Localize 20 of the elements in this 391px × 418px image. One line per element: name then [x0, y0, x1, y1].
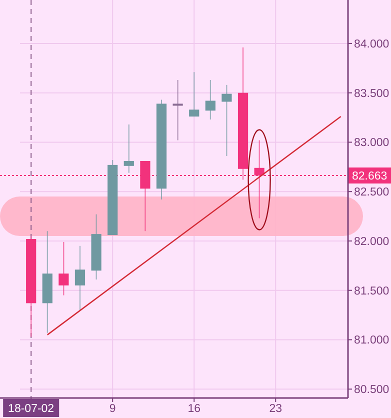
candlestick [172, 79, 183, 141]
ref-line-label: 82.663 [352, 170, 388, 182]
y-tick-label: 83.500 [354, 88, 390, 100]
y-tick-label: 82.000 [354, 236, 390, 248]
candlestick [74, 245, 86, 311]
candlestick [222, 84, 232, 157]
candlestick [58, 241, 69, 296]
x-tick-label: 18-07-02 [8, 403, 54, 415]
y-tick-label: 84.000 [354, 38, 390, 50]
candlestick [124, 124, 134, 174]
y-tick-label: 80.500 [354, 384, 390, 396]
y-tick-label: 81.500 [354, 285, 390, 298]
y-tick-label: 82.500 [354, 186, 390, 199]
x-tick-label: 23 [269, 403, 282, 415]
y-tick-label: 83.000 [354, 137, 390, 150]
candlestick [205, 79, 216, 120]
x-tick-label: 16 [188, 403, 201, 415]
y-tick-label: 81.000 [354, 334, 390, 347]
candlestick [189, 72, 200, 118]
x-tick-label: 9 [109, 403, 116, 415]
